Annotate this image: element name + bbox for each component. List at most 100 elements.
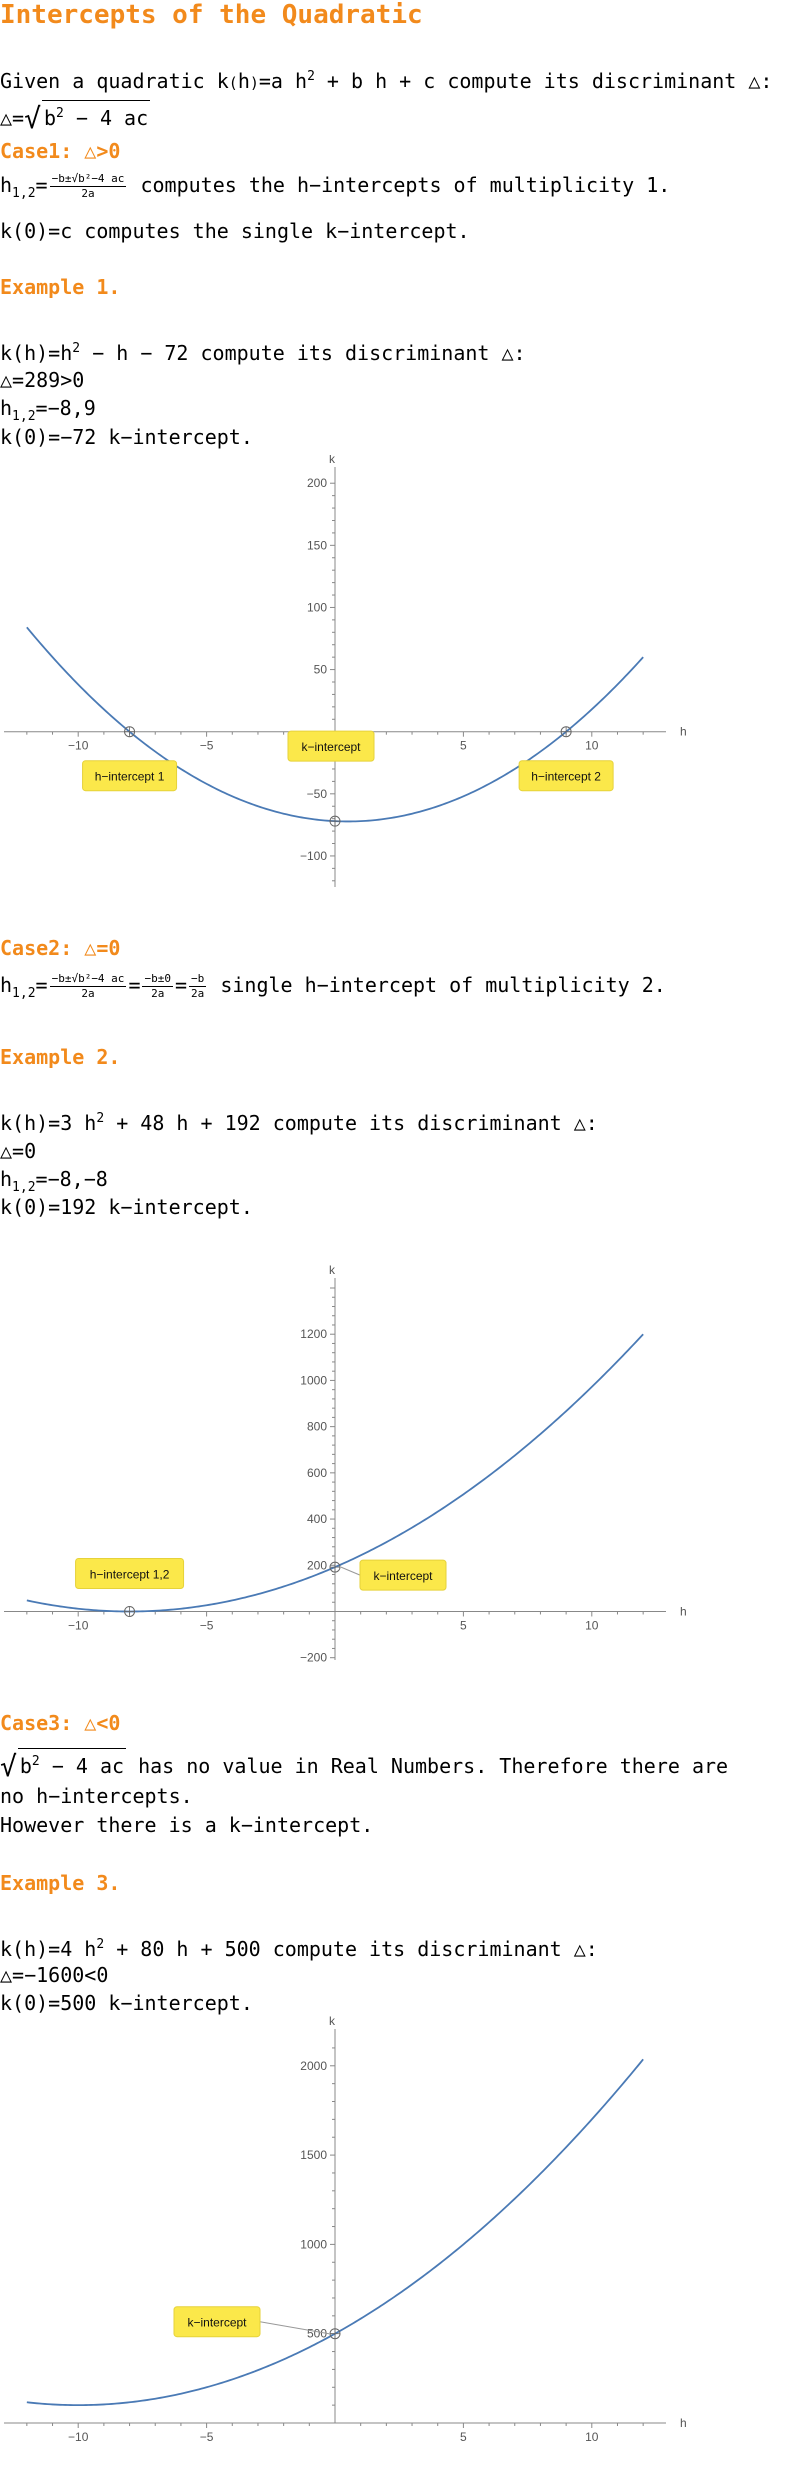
example1-h: h	[0, 396, 13, 420]
case2-eq: =	[35, 973, 48, 997]
y-tick-label: 200	[307, 476, 327, 490]
example1-h-sub: 1,2	[12, 409, 36, 424]
example1-heading: Example 1.	[0, 275, 121, 299]
y-tick-label: 2000	[300, 2059, 327, 2073]
example1-line4: k(0)=−72 k−intercept.	[0, 425, 253, 449]
example2-line2: △=0	[0, 1139, 37, 1163]
intercept-label-box	[82, 760, 178, 792]
intercept-label: h−intercept 1	[95, 770, 165, 784]
case3-line3: However there is a k−intercept.	[0, 1813, 374, 1837]
case1-h-text: computes the h−intercepts of multiplicit…	[128, 173, 671, 197]
intercept-label: k−intercept	[373, 1569, 433, 1583]
x-tick-label: 5	[460, 1618, 467, 1632]
x-tick-label: 10	[585, 739, 599, 753]
y-tick-label: 100	[307, 600, 327, 614]
example2-line3: h1,2=−8,−8	[0, 1166, 108, 1201]
intercept-label: h−intercept 2	[531, 770, 601, 784]
example2-h: h	[0, 1167, 13, 1191]
y-tick-label: −200	[300, 1651, 327, 1665]
x-tick-label: 5	[460, 2430, 467, 2444]
case2-frac3-den: 2a	[191, 987, 205, 1000]
disc-prefix: △=	[0, 106, 25, 130]
intercept-label-box	[173, 2306, 261, 2338]
example2-fn: k(h)=3 h	[0, 1111, 97, 1135]
case2-frac2-num: −b±0	[142, 972, 173, 987]
x-tick-label: −10	[68, 1618, 89, 1632]
example1-fn: k(h)=h	[0, 341, 73, 365]
intercept-label: h−intercept 1,2	[90, 1567, 170, 1581]
example2-h-sub: 1,2	[12, 1180, 36, 1195]
example2-h-values: =−8,−8	[35, 1167, 108, 1191]
y-tick-label: 500	[307, 2327, 327, 2341]
x-tick-label: −10	[68, 739, 89, 753]
y-tick-label: 1200	[300, 1327, 327, 1341]
example3-fn: k(h)=4 h	[0, 1937, 97, 1961]
case1-eq: =	[35, 173, 48, 197]
case2-text: single h−intercept of multiplicity 2.	[208, 973, 666, 997]
k-axis-label: k	[329, 1263, 336, 1277]
intro-given-prefix: Given a quadratic k	[0, 69, 229, 93]
example2-heading: Example 2.	[0, 1045, 121, 1069]
y-tick-label: 1500	[300, 2148, 327, 2162]
intercept-label-box	[518, 760, 614, 792]
case1-fraction: −b±√b²−4 ac 2a	[49, 172, 127, 201]
y-tick-label: 150	[307, 538, 327, 552]
h-axis-label: h	[680, 2416, 687, 2430]
disc-b: b	[43, 106, 56, 130]
case2-fraction-1: −b±√b²−4 ac 2a	[49, 972, 127, 1001]
example3-heading: Example 3.	[0, 1871, 121, 1895]
case2-fraction-3: −b 2a	[189, 972, 207, 1001]
example2-line1: k(h)=3 h2 + 48 h + 192 compute its discr…	[0, 1106, 598, 1136]
case1-k-line: k(0)=c computes the single k−intercept.	[0, 219, 470, 243]
k-axis-label: k	[329, 2015, 336, 2028]
case3-sqrt-b: b	[19, 1754, 32, 1778]
example3-plot: h k −10 −5 5 10 2000 1500 1000 500 k−intercept	[4, 2015, 687, 2444]
case2-frac1-den: 2a	[81, 987, 95, 1000]
y-tick-label: 1000	[300, 1373, 327, 1387]
x-tick-label: 5	[460, 739, 467, 753]
case1-formula-line: h1,2= −b±√b²−4 ac 2a computes the h−interc…	[0, 172, 670, 207]
example3-fn-rest: + 80 h + 500 compute its discriminant △:	[104, 1937, 598, 1961]
page-title: Intercepts of the Quadratic	[0, 0, 423, 30]
case2-formula-line: h1,2= −b±√b²−4 ac 2a = −b±0 2a = −b 2a single h−…	[0, 972, 666, 1001]
h-axis-label: h	[680, 1604, 687, 1618]
label-leader-line	[259, 2321, 330, 2335]
y-tick-label: 400	[307, 1512, 327, 1526]
case1-h: h	[0, 173, 13, 197]
case3-line1: √ b2 − 4 ac has no value in Real Numbers.…	[0, 1748, 729, 1783]
disc-rest: − 4 ac	[63, 106, 149, 130]
x-tick-label: 10	[585, 1618, 599, 1632]
case2-frac3-num: −b	[189, 972, 207, 987]
example1-plot: h k −10 −5 5 10 200 150 100 50 −50 −100 h−intercept …	[4, 455, 687, 887]
x-tick-label: −5	[200, 1618, 214, 1632]
intro-given-eq: =a h	[258, 69, 308, 93]
case2-frac2-den: 2a	[151, 987, 165, 1000]
case2-frac1-num: −b±√b²−4 ac	[49, 972, 127, 987]
y-tick-label: 50	[314, 663, 328, 677]
label-leader-line	[340, 1566, 361, 1576]
intro-given-rest: + b h + c compute its discriminant △:	[314, 69, 773, 93]
case3-line2: no h−intercepts.	[0, 1784, 193, 1808]
h-axis-label: h	[680, 725, 687, 739]
example1-line2: △=289>0	[0, 368, 85, 392]
intercept-label-box	[287, 730, 375, 762]
case3-sqrt-rest: − 4 ac	[39, 1754, 125, 1778]
y-tick-label: −100	[300, 849, 327, 863]
case1-frac-num: −b±√b²−4 ac	[49, 172, 127, 187]
case2-heading: Case2: △=0	[0, 936, 121, 960]
example2-plot: h k −10 −5 5 10 1200 1000 800 600 400 200 −200 h−inte…	[4, 1263, 687, 1665]
example1-fn-sup: 2	[72, 341, 81, 356]
k-axis-label: k	[329, 455, 336, 466]
intercept-label: k−intercept	[187, 2316, 247, 2330]
example1-fn-rest: − h − 72 compute its discriminant △:	[80, 341, 526, 365]
disc-sup: 2	[56, 106, 64, 121]
case2-h: h	[0, 973, 13, 997]
example2-fn-rest: + 48 h + 192 compute its discriminant △:	[104, 1111, 598, 1135]
intro-given-var: h	[237, 69, 250, 93]
example3-line1: k(h)=4 h2 + 80 h + 500 compute its discr…	[0, 1932, 598, 1962]
intercept-label-box	[359, 1559, 447, 1591]
x-tick-label: −5	[200, 739, 214, 753]
intro-given-sup: 2	[307, 69, 315, 84]
y-tick-label: 200	[307, 1558, 327, 1572]
x-tick-label: −10	[68, 2430, 89, 2444]
